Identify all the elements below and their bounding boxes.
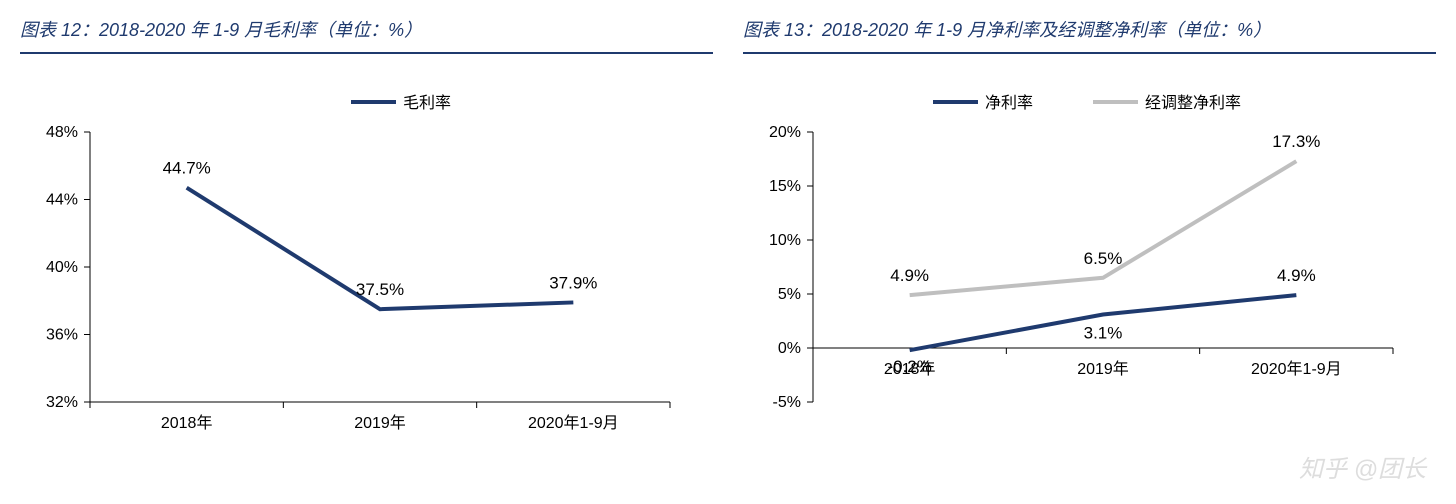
left-chart-svg: 32% 36% 40% 44% 48% 2018年 2019年 2020年1-9月 毛利率 44.… bbox=[20, 62, 700, 462]
svg-text:4.9%: 4.9% bbox=[1277, 266, 1316, 285]
svg-text:净利率: 净利率 bbox=[985, 94, 1033, 112]
svg-text:3.1%: 3.1% bbox=[1084, 324, 1123, 343]
svg-text:2018年: 2018年 bbox=[161, 414, 213, 432]
svg-text:44.7%: 44.7% bbox=[163, 159, 211, 178]
svg-text:经调整净利率: 经调整净利率 bbox=[1145, 94, 1241, 112]
svg-text:2019年: 2019年 bbox=[354, 414, 406, 432]
left-chart-area: 32% 36% 40% 44% 48% 2018年 2019年 2020年1-9月 毛利率 44.… bbox=[20, 62, 713, 494]
svg-text:10%: 10% bbox=[769, 232, 801, 249]
svg-text:0%: 0% bbox=[778, 340, 801, 357]
svg-text:2020年1-9月: 2020年1-9月 bbox=[528, 414, 619, 432]
right-title-bar: 图表 13：2018-2020 年 1-9 月净利率及经调整净利率（单位：%） bbox=[743, 10, 1436, 54]
svg-text:48%: 48% bbox=[46, 124, 78, 141]
chart-container: 图表 12：2018-2020 年 1-9 月毛利率（单位：%） 32% 36% 4… bbox=[0, 0, 1456, 504]
svg-text:-5%: -5% bbox=[773, 394, 801, 411]
right-chart-area: -5%0%5%10%15%20%2018年2019年2020年1-9月净利率经调… bbox=[743, 62, 1436, 494]
svg-text:37.9%: 37.9% bbox=[549, 273, 597, 292]
svg-text:44%: 44% bbox=[46, 192, 78, 209]
svg-text:17.3%: 17.3% bbox=[1272, 132, 1320, 151]
svg-text:20%: 20% bbox=[769, 124, 801, 141]
svg-text:32%: 32% bbox=[46, 394, 78, 411]
right-chart-svg: -5%0%5%10%15%20%2018年2019年2020年1-9月净利率经调… bbox=[743, 62, 1423, 462]
svg-text:-0.2%: -0.2% bbox=[887, 357, 931, 376]
svg-text:2020年1-9月: 2020年1-9月 bbox=[1251, 360, 1342, 378]
right-title: 图表 13：2018-2020 年 1-9 月净利率及经调整净利率（单位：%） bbox=[743, 20, 1271, 40]
svg-text:36%: 36% bbox=[46, 327, 78, 344]
svg-text:毛利率: 毛利率 bbox=[403, 94, 451, 112]
left-panel: 图表 12：2018-2020 年 1-9 月毛利率（单位：%） 32% 36% 4… bbox=[20, 10, 713, 494]
svg-text:15%: 15% bbox=[769, 178, 801, 195]
svg-text:5%: 5% bbox=[778, 286, 801, 303]
left-title-bar: 图表 12：2018-2020 年 1-9 月毛利率（单位：%） bbox=[20, 10, 713, 54]
svg-text:6.5%: 6.5% bbox=[1084, 249, 1123, 268]
svg-text:40%: 40% bbox=[46, 259, 78, 276]
right-panel: 图表 13：2018-2020 年 1-9 月净利率及经调整净利率（单位：%） … bbox=[743, 10, 1436, 494]
svg-text:37.5%: 37.5% bbox=[356, 280, 404, 299]
svg-text:4.9%: 4.9% bbox=[890, 266, 929, 285]
svg-text:2019年: 2019年 bbox=[1077, 360, 1129, 378]
left-title: 图表 12：2018-2020 年 1-9 月毛利率（单位：%） bbox=[20, 20, 422, 40]
